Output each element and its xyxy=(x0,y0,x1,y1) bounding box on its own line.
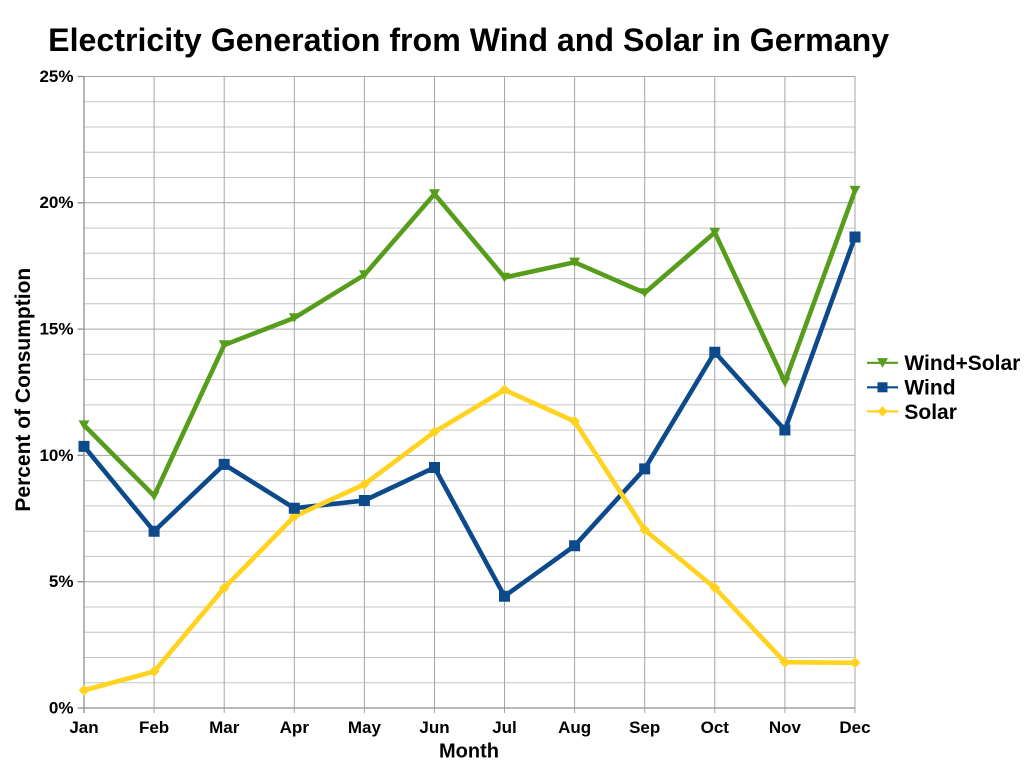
svg-text:5%: 5% xyxy=(49,572,74,591)
svg-text:Month: Month xyxy=(439,741,499,763)
svg-text:Dec: Dec xyxy=(839,718,870,737)
svg-text:Electricity Generation from Wi: Electricity Generation from Wind and Sol… xyxy=(48,22,889,58)
svg-text:Jun: Jun xyxy=(419,718,449,737)
svg-text:Apr: Apr xyxy=(280,718,310,737)
svg-text:20%: 20% xyxy=(39,193,73,212)
svg-text:10%: 10% xyxy=(39,446,73,465)
svg-text:Wind: Wind xyxy=(904,377,955,400)
svg-text:Percent of Consumption: Percent of Consumption xyxy=(12,268,35,512)
svg-text:Nov: Nov xyxy=(769,718,802,737)
svg-text:Jan: Jan xyxy=(69,718,98,737)
svg-text:May: May xyxy=(348,718,382,737)
svg-text:Oct: Oct xyxy=(701,718,730,737)
svg-text:Aug: Aug xyxy=(558,718,591,737)
svg-text:Jul: Jul xyxy=(492,718,517,737)
svg-text:0%: 0% xyxy=(49,698,74,717)
svg-text:25%: 25% xyxy=(39,67,73,86)
svg-text:15%: 15% xyxy=(39,320,73,339)
svg-text:Solar: Solar xyxy=(904,401,957,424)
svg-text:Wind+Solar: Wind+Solar xyxy=(904,352,1020,375)
svg-text:Feb: Feb xyxy=(139,718,169,737)
svg-text:Mar: Mar xyxy=(209,718,240,737)
svg-text:Sep: Sep xyxy=(629,718,660,737)
